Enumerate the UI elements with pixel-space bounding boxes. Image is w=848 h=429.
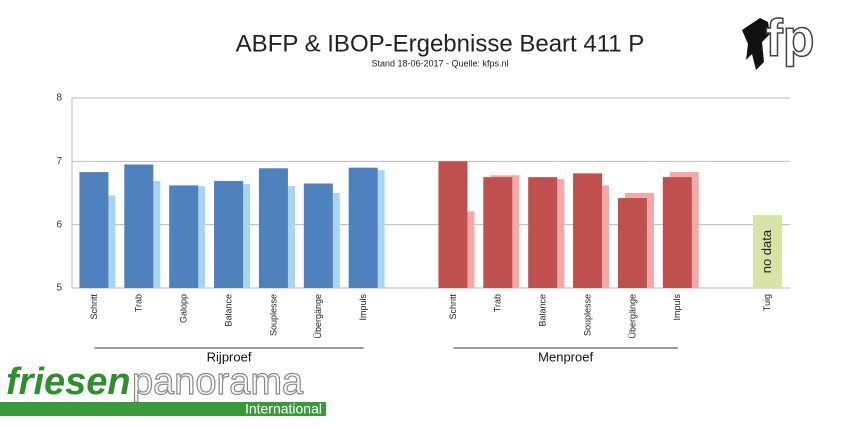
logo-word: panorama [132,361,304,403]
bar [438,161,468,288]
x-tick-label: Schritt [89,294,99,320]
x-tick-label: Balance [538,294,548,327]
x-tick-label: Souplesse [268,294,278,336]
x-tick-label: Souplesse [582,294,592,336]
bar [573,173,603,288]
group-label: Rijproef [207,349,252,364]
x-tick-label: Schritt [448,294,458,320]
logo-left: friesen panorama International [0,360,326,417]
y-tick-label: 7 [56,156,62,167]
x-tick-label: Balance [223,294,233,327]
bar [169,185,199,288]
horse-icon [742,18,770,70]
x-tick-label: Tuig [762,294,772,311]
logo-band [0,402,326,416]
bar [348,167,378,288]
annotation: no data [759,229,774,273]
bar [617,198,647,288]
logo-word: friesen [6,361,131,403]
y-tick-label: 8 [56,93,62,104]
bar [258,168,288,288]
x-tick-label: Impuls [358,294,368,321]
x-tick-label: Galopp [179,294,189,323]
x-tick-label: Übergänge [627,294,637,339]
bar [662,177,692,288]
bar [753,215,783,288]
bar [214,180,244,288]
logo-top: fp [742,9,815,70]
bar [124,164,154,288]
chart-subtitle: Stand 18-06-2017 - Quelle: kfps.nl [371,58,508,68]
x-tick-label: Übergänge [313,294,323,339]
bar [303,183,333,288]
y-tick-label: 5 [56,283,62,294]
chart-title: ABFP & IBOP-Ergebnisse Beart 411 P [236,30,645,57]
bar [528,177,558,288]
group-label: Menproef [538,349,593,364]
y-tick-label: 6 [56,219,62,230]
logo-text: fp [765,10,814,68]
bar [483,177,513,288]
x-tick-label: Impuls [672,294,682,321]
x-tick-label: Trab [493,294,503,312]
x-tick-label: Trab [134,294,144,312]
bar [79,172,109,288]
logo-word: International [245,401,322,417]
